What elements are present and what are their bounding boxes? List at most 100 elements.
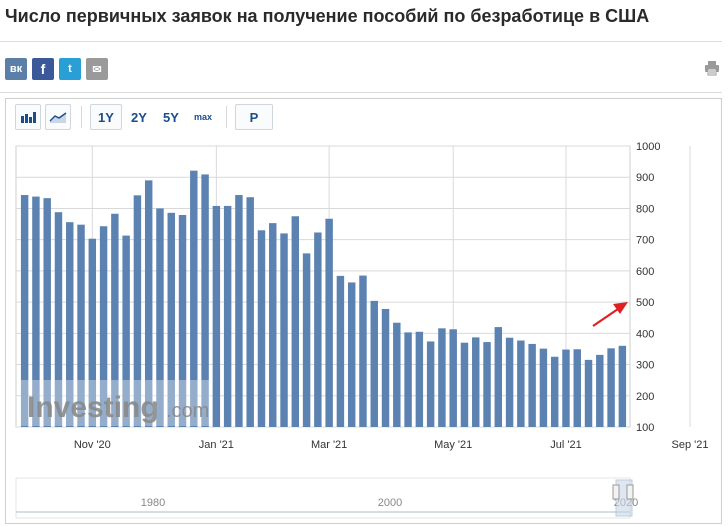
facebook-share-button[interactable]: f [32, 58, 54, 80]
red-arrow-head [613, 302, 628, 314]
bar [472, 337, 480, 427]
bar-chart-icon [21, 112, 36, 123]
bar [483, 342, 491, 427]
bar [347, 282, 356, 427]
bar [66, 222, 74, 427]
navigator-frame [15, 477, 631, 519]
y-tick-label: 100 [636, 422, 654, 434]
bar [190, 170, 198, 427]
bar [32, 196, 40, 427]
bar [359, 275, 367, 427]
bar [336, 275, 345, 427]
bar [370, 300, 378, 427]
toolbar-separator [81, 106, 82, 128]
bar [426, 341, 435, 427]
bar [54, 212, 63, 427]
bar [314, 232, 322, 427]
bar [77, 224, 85, 427]
mail-share-button[interactable]: ✉ [86, 58, 108, 80]
navigator-label: 1980 [141, 497, 165, 509]
area-chart-icon [49, 112, 67, 123]
range-max-button[interactable]: max [193, 112, 212, 122]
bar [539, 348, 548, 427]
y-tick-label: 200 [636, 391, 654, 403]
y-tick-label: 1000 [636, 141, 660, 153]
bar [393, 322, 401, 427]
bar [235, 195, 243, 427]
bar [562, 349, 570, 427]
toolbar-separator-2 [226, 106, 227, 128]
watermark-backdrop [20, 380, 212, 426]
bar [438, 328, 446, 427]
x-tick-label: Nov '20 [74, 439, 111, 451]
bar [167, 212, 175, 427]
bar [505, 337, 514, 427]
bar [43, 198, 51, 427]
range-2y-button[interactable]: 2Y [131, 109, 147, 125]
navigator-right-handle[interactable] [626, 484, 634, 500]
bar [246, 197, 254, 427]
chart-toolbar: 1Y 2Y 5Y max P [15, 104, 277, 130]
vk-share-button[interactable]: вк [5, 58, 27, 80]
y-tick-label: 900 [636, 172, 654, 184]
y-tick-label: 600 [636, 266, 654, 278]
print-icon[interactable] [704, 60, 720, 76]
vk-icon: вк [9, 63, 23, 75]
bar [291, 216, 300, 427]
range-1y-button[interactable]: 1Y [90, 104, 122, 130]
share-bar: вк f t ✉ [5, 58, 108, 80]
bar [111, 213, 119, 427]
bar-chart-type-button[interactable] [15, 104, 41, 130]
area-chart-type-button[interactable] [45, 104, 71, 130]
bar [460, 342, 469, 427]
bar [201, 174, 209, 427]
bar [302, 253, 311, 427]
bar [573, 349, 581, 427]
bar [257, 230, 266, 427]
mail-icon: ✉ [92, 63, 102, 76]
bar [133, 195, 142, 427]
bar [156, 208, 164, 427]
bar [618, 345, 627, 427]
p-button[interactable]: P [235, 104, 273, 130]
navigator-label: 2000 [378, 497, 402, 509]
title-divider [0, 41, 722, 42]
bar [584, 359, 593, 427]
investing-watermark-suffix: .com [166, 400, 209, 422]
y-tick-label: 800 [636, 203, 654, 215]
bar [88, 238, 97, 427]
bar [449, 329, 457, 427]
bar [280, 233, 288, 427]
bar [517, 340, 525, 427]
navigator-left-handle[interactable] [612, 484, 620, 500]
facebook-icon: f [40, 61, 46, 77]
bar [144, 180, 153, 427]
bar [607, 348, 615, 427]
investing-watermark-brand: Investing [27, 391, 159, 424]
bar [404, 332, 412, 427]
twitter-share-button[interactable]: t [59, 58, 81, 80]
range-5y-button[interactable]: 5Y [163, 109, 179, 125]
x-tick-label: Jul '21 [550, 439, 581, 451]
share-divider [0, 92, 722, 93]
bar [269, 223, 277, 427]
bar [381, 308, 390, 427]
twitter-icon: t [68, 63, 72, 75]
bar [528, 343, 536, 427]
page-title: Число первичных заявок на получение посо… [5, 6, 650, 26]
red-arrow-shaft [592, 308, 619, 327]
bar [223, 205, 232, 427]
x-tick-label: Sep '21 [672, 439, 709, 451]
bar [99, 226, 108, 427]
y-tick-label: 400 [636, 328, 654, 340]
bar [596, 354, 604, 427]
bar [178, 215, 187, 427]
bar [325, 218, 333, 427]
bar [20, 195, 29, 427]
y-tick-label: 700 [636, 235, 654, 247]
y-tick-label: 300 [636, 360, 654, 372]
bar [212, 205, 221, 427]
y-tick-label: 500 [636, 297, 654, 309]
